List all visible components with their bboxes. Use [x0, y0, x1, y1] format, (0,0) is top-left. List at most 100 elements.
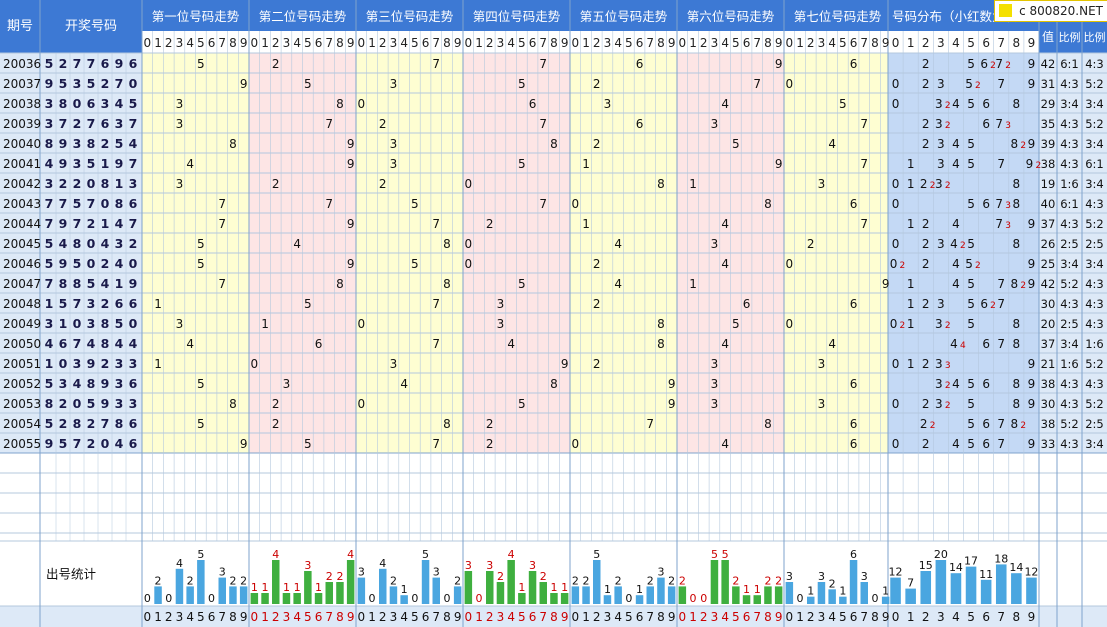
header-digit-label: 8	[1013, 36, 1021, 50]
distribution-repeat-count: 2	[1035, 161, 1041, 171]
draw-digit: 0	[101, 196, 110, 211]
header-digit-label: 5	[197, 36, 205, 50]
stat-bar	[389, 586, 398, 604]
ratio-value: 6:1	[1060, 197, 1079, 211]
distribution-digit: 0	[892, 177, 900, 191]
distribution-digit: 6	[982, 417, 990, 431]
draw-digit: 9	[101, 396, 110, 411]
distribution-digit: 7	[997, 417, 1005, 431]
distribution-digit: 6	[982, 197, 990, 211]
draw-digit: 0	[73, 396, 82, 411]
stat-bar	[1011, 573, 1022, 604]
stat-bar	[229, 586, 237, 604]
distribution-repeat-count: 2	[1020, 281, 1026, 291]
header-digit-label: 8	[550, 36, 558, 50]
header-digit-label: 7	[753, 36, 761, 50]
draw-digit: 4	[115, 96, 124, 111]
site-badge[interactable]: c 800820.NET	[994, 0, 1107, 22]
header-digit-label: 2	[700, 36, 708, 50]
distribution-digit: 7	[995, 217, 1003, 231]
draw-digit: 5	[59, 76, 68, 91]
distribution-digit: 7	[997, 437, 1005, 451]
distribution-repeat-count: 2	[945, 181, 951, 191]
position-digit-mark: 7	[432, 337, 440, 351]
draw-digit: 2	[101, 136, 110, 151]
stat-bar	[995, 564, 1007, 604]
position-digit-mark: 4	[614, 277, 622, 291]
stat-bar	[860, 582, 868, 604]
stat-bar	[657, 577, 665, 604]
draw-digit: 3	[59, 376, 68, 391]
position-digit-mark: 0	[786, 317, 794, 331]
footer-digit-label: 9	[347, 610, 355, 624]
issue-number: 20037	[3, 77, 41, 91]
stat-value-label: 1	[251, 581, 258, 594]
draw-digit: 8	[45, 136, 54, 151]
ratio-value: 3:4	[1085, 97, 1104, 111]
header-digit-label: 5	[625, 36, 633, 50]
distribution-digit: 8	[1011, 137, 1019, 151]
draw-digit: 3	[115, 356, 124, 371]
header-digit-label: 7	[218, 36, 226, 50]
draw-digit: 4	[101, 276, 110, 291]
issue-number: 20049	[3, 317, 41, 331]
footer-digit-label: 2	[486, 610, 494, 624]
distribution-digit: 2	[922, 297, 930, 311]
position-digit-mark: 7	[860, 117, 868, 131]
stat-bar	[304, 571, 312, 604]
distribution-digit: 8	[1013, 377, 1021, 391]
distribution-repeat-count: 3	[1005, 221, 1011, 231]
stat-bar	[785, 582, 794, 604]
draw-digit: 9	[115, 156, 124, 171]
footer-digit-label: 5	[518, 610, 526, 624]
position-digit-mark: 7	[539, 57, 547, 71]
footer-digit-label: 1	[796, 610, 804, 624]
footer-digit-label: 8	[443, 610, 451, 624]
draw-digit: 7	[101, 416, 110, 431]
stat-value-label: 3	[786, 570, 793, 583]
header-digit-label: 4	[507, 36, 515, 50]
draw-digit: 8	[73, 236, 82, 251]
stat-value-label: 2	[647, 574, 654, 587]
position-digit-mark: 1	[261, 317, 269, 331]
stat-bar	[218, 577, 226, 604]
draw-digit: 0	[73, 96, 82, 111]
stat-value-label: 2	[497, 570, 504, 583]
header-digit-label: 4	[614, 36, 622, 50]
position-digit-mark: 5	[411, 197, 419, 211]
ratio-value: 6:1	[1060, 57, 1079, 71]
draw-digit: 4	[87, 336, 96, 351]
footer-digit-label: 1	[261, 610, 269, 624]
position-digit-mark: 4	[721, 217, 729, 231]
footer-digit-label: 8	[1013, 610, 1021, 624]
footer-digit-label: 6	[208, 610, 216, 624]
position-digit-mark: 4	[293, 237, 301, 251]
stat-value-label: 1	[604, 583, 611, 596]
stat-value-label: 5	[197, 548, 204, 561]
draw-digit: 5	[115, 316, 124, 331]
footer-digit-label: 0	[144, 610, 152, 624]
stat-bar	[379, 568, 387, 604]
stat-value-label: 11	[979, 568, 993, 581]
position-digit-mark: 8	[550, 137, 558, 151]
sum-value: 38	[1041, 157, 1056, 171]
stat-bar	[828, 589, 836, 604]
header-digit-label: 7	[432, 36, 440, 50]
distribution-repeat-count: 2	[945, 321, 951, 331]
header-digit-label: 0	[358, 36, 366, 50]
header-digit-label: 8	[764, 36, 772, 50]
draw-digit: 3	[73, 136, 82, 151]
header-digit-label: 2	[807, 36, 815, 50]
sum-value: 30	[1041, 397, 1056, 411]
stat-value-label: 17	[964, 555, 978, 568]
draw-digit: 6	[129, 416, 138, 431]
footer-digit-label: 2	[807, 610, 815, 624]
distribution-digit: 8	[1013, 317, 1021, 331]
header-digit-label: 1	[475, 36, 483, 50]
position-digit-mark: 8	[550, 377, 558, 391]
footer-digit-label: 2	[272, 610, 280, 624]
draw-digit: 9	[87, 356, 96, 371]
header-digit-label: 7	[325, 36, 333, 50]
draw-digit: 3	[87, 296, 96, 311]
stat-bar	[272, 560, 280, 604]
